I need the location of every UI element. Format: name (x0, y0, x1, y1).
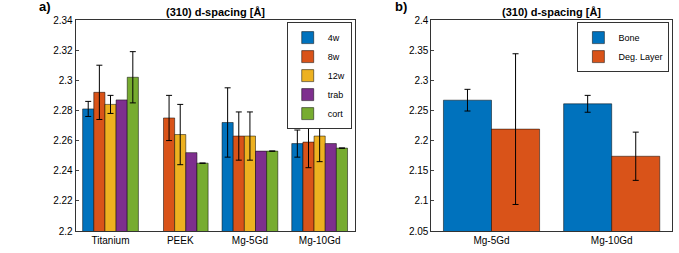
svg-text:a): a) (39, 0, 51, 14)
svg-text:2.3: 2.3 (415, 75, 429, 86)
svg-text:Mg-5Gd: Mg-5Gd (473, 235, 509, 246)
svg-text:8w: 8w (328, 52, 340, 62)
svg-text:2.25: 2.25 (409, 105, 429, 116)
svg-text:2.2: 2.2 (59, 226, 73, 237)
svg-text:2.35: 2.35 (409, 45, 429, 56)
svg-text:4w: 4w (328, 33, 340, 43)
svg-text:2.15: 2.15 (409, 165, 429, 176)
svg-text:Mg-5Gd: Mg-5Gd (232, 235, 268, 246)
svg-text:2.05: 2.05 (409, 226, 429, 237)
svg-text:Bone: Bone (618, 33, 639, 43)
svg-text:2.34: 2.34 (53, 15, 73, 26)
svg-text:cort: cort (328, 109, 344, 119)
svg-text:Mg-10Gd: Mg-10Gd (591, 235, 633, 246)
svg-text:Mg-10Gd: Mg-10Gd (299, 235, 341, 246)
svg-text:2.24: 2.24 (53, 165, 73, 176)
svg-text:(310) d-spacing [Å]: (310) d-spacing [Å] (502, 6, 601, 18)
svg-text:2.4: 2.4 (415, 15, 429, 26)
svg-text:2.32: 2.32 (53, 45, 73, 56)
svg-text:2.2: 2.2 (415, 135, 429, 146)
svg-text:trab: trab (328, 90, 344, 100)
svg-text:2.28: 2.28 (53, 105, 73, 116)
svg-text:2.22: 2.22 (53, 195, 73, 206)
svg-text:12w: 12w (328, 71, 345, 81)
svg-text:2.1: 2.1 (415, 195, 429, 206)
svg-text:Titanium: Titanium (92, 235, 130, 246)
svg-text:Deg. Layer: Deg. Layer (618, 52, 662, 62)
svg-text:(310) d-spacing [Å]: (310) d-spacing [Å] (166, 6, 265, 18)
svg-text:PEEK: PEEK (167, 235, 194, 246)
svg-text:2.3: 2.3 (59, 75, 73, 86)
svg-text:2.26: 2.26 (53, 135, 73, 146)
svg-text:b): b) (395, 0, 407, 14)
